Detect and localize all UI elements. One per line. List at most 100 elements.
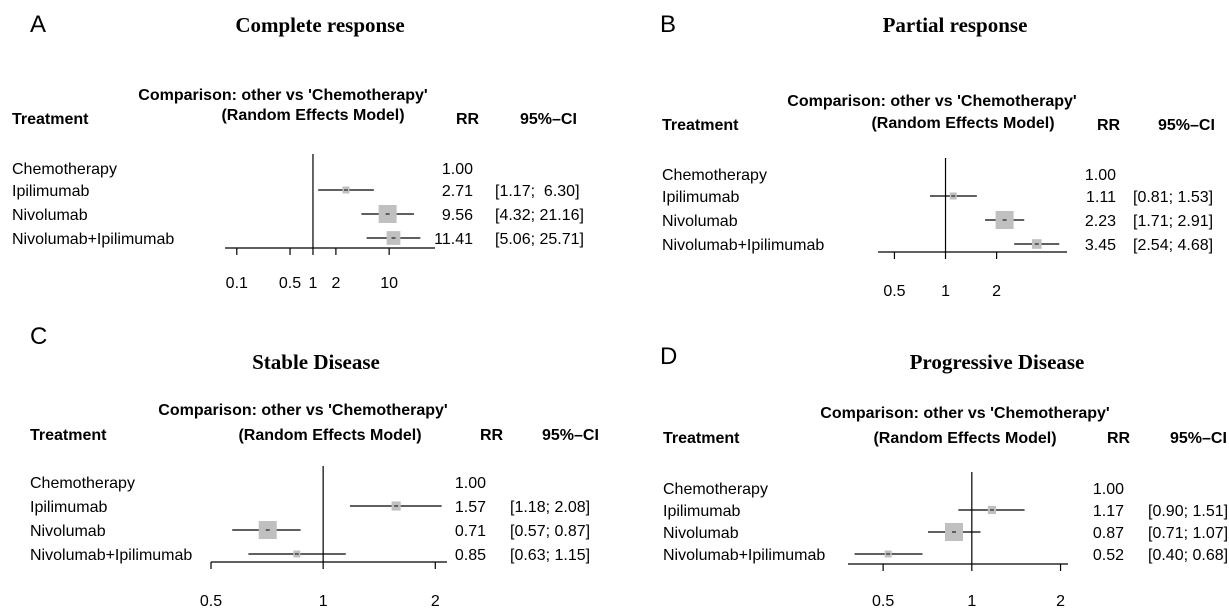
- treatment-label: Nivolumab+Ipilimumab: [12, 231, 174, 248]
- rr-value: 0.85: [455, 547, 486, 564]
- treatment-header: Treatment: [30, 427, 107, 444]
- panel-letter: B: [660, 11, 676, 38]
- rr-value: 9.56: [442, 207, 473, 224]
- rr-value: 11.41: [434, 231, 473, 248]
- forest-row: Ipilimumab 2.71 [1.17; 6.30]: [12, 183, 580, 200]
- treatment-label: Chemotherapy: [30, 475, 135, 492]
- model-label: (Random Effects Model): [238, 427, 421, 444]
- ci-value: [0.71; 1.07]: [1148, 525, 1228, 542]
- rr-value: 1.00: [1085, 167, 1116, 184]
- ci-value: [1.17; 6.30]: [495, 183, 580, 200]
- treatment-label: Nivolumab+Ipilimumab: [30, 547, 192, 564]
- forest-row: Nivolumab+Ipilimumab 3.45 [2.54; 4.68]: [662, 237, 1213, 254]
- x-tick-label: 2: [1056, 593, 1065, 610]
- treatment-label: Nivolumab+Ipilimumab: [663, 547, 825, 564]
- forest-row: Chemotherapy 1.00: [30, 475, 486, 492]
- forest-row: Nivolumab+Ipilimumab 0.52 [0.40; 0.68]: [663, 547, 1228, 564]
- panel-title: Progressive Disease: [910, 350, 1085, 374]
- rr-value: 3.45: [1085, 237, 1116, 254]
- treatment-label: Ipilimumab: [663, 503, 740, 520]
- ci-value: [1.18; 2.08]: [510, 499, 590, 516]
- treatment-label: Chemotherapy: [662, 167, 767, 184]
- forest-panel-d: D Progressive Disease Comparison: other vs…: [660, 343, 1228, 610]
- forest-row: Nivolumab+Ipilimumab 0.85 [0.63; 1.15]: [30, 547, 590, 564]
- forest-row: Nivolumab 2.23 [1.71; 2.91]: [662, 211, 1213, 230]
- treatment-label: Chemotherapy: [663, 481, 768, 498]
- treatment-label: Nivolumab: [30, 523, 106, 540]
- ci-value: [5.06; 25.71]: [495, 231, 584, 248]
- comparison-label: Comparison: other vs 'Chemotherapy': [820, 405, 1109, 422]
- forest-row: Chemotherapy 1.00: [12, 161, 473, 178]
- treatment-label: Nivolumab: [12, 207, 88, 224]
- rr-value: 2.23: [1085, 213, 1116, 230]
- ci-header: 95%–CI: [520, 111, 577, 128]
- x-tick-label: 0.5: [279, 275, 301, 292]
- rr-value: 1.17: [1093, 503, 1124, 520]
- comparison-label: Comparison: other vs 'Chemotherapy': [787, 93, 1076, 110]
- x-tick-label: 0.5: [200, 593, 222, 610]
- x-tick-label: 1: [319, 593, 328, 610]
- model-label: (Random Effects Model): [871, 115, 1054, 132]
- ci-value: [4.32; 21.16]: [495, 207, 584, 224]
- forest-panel-b: B Partial response Comparison: other vs 'C…: [660, 11, 1215, 300]
- comparison-label: Comparison: other vs 'Chemotherapy': [138, 87, 427, 104]
- panel-letter: D: [660, 343, 677, 370]
- rr-value: 1.11: [1086, 189, 1116, 206]
- forest-row: Nivolumab+Ipilimumab 11.41 [5.06; 25.71]: [12, 231, 584, 248]
- treatment-label: Chemotherapy: [12, 161, 117, 178]
- x-tick-label: 1: [941, 283, 950, 300]
- x-tick-label: 0.5: [872, 593, 894, 610]
- treatment-header: Treatment: [663, 430, 740, 447]
- forest-panel-c: C Stable Disease Comparison: other vs 'Che…: [30, 323, 599, 610]
- panel-letter: A: [30, 11, 46, 38]
- x-tick-label: 2: [331, 275, 340, 292]
- model-label: (Random Effects Model): [221, 107, 404, 124]
- ci-value: [2.54; 4.68]: [1133, 237, 1213, 254]
- rr-value: 1.57: [455, 499, 486, 516]
- rr-header: RR: [456, 111, 480, 128]
- treatment-label: Nivolumab: [662, 213, 738, 230]
- panel-title: Partial response: [883, 13, 1028, 37]
- treatment-label: Ipilimumab: [12, 183, 89, 200]
- treatment-label: Ipilimumab: [30, 499, 107, 516]
- ci-header: 95%–CI: [542, 427, 599, 444]
- rr-value: 1.00: [1093, 481, 1124, 498]
- rr-value: 0.71: [455, 523, 486, 540]
- rr-value: 0.87: [1093, 525, 1124, 542]
- x-tick-label: 2: [992, 283, 1001, 300]
- rr-value: 1.00: [442, 161, 473, 178]
- rr-value: 2.71: [442, 183, 473, 200]
- forest-row: Nivolumab 0.87 [0.71; 1.07]: [663, 523, 1228, 542]
- forest-row: Ipilimumab 1.11 [0.81; 1.53]: [662, 189, 1213, 206]
- treatment-header: Treatment: [12, 111, 89, 128]
- ci-value: [0.40; 0.68]: [1148, 547, 1228, 564]
- rr-value: 1.00: [455, 475, 486, 492]
- model-label: (Random Effects Model): [873, 430, 1056, 447]
- rr-header: RR: [1097, 117, 1121, 134]
- ci-value: [0.90; 1.51]: [1148, 503, 1228, 520]
- panel-title: Stable Disease: [252, 350, 380, 374]
- forest-row: Chemotherapy 1.00: [662, 167, 1116, 184]
- forest-row: Chemotherapy 1.00: [663, 481, 1124, 498]
- x-tick-label: 1: [309, 275, 318, 292]
- ci-value: [1.71; 2.91]: [1133, 213, 1213, 230]
- forest-panel-a: A Complete response Comparison: other vs '…: [12, 11, 584, 292]
- treatment-label: Nivolumab: [663, 525, 739, 542]
- panel-letter: C: [30, 323, 47, 350]
- forest-row: Ipilimumab 1.17 [0.90; 1.51]: [663, 503, 1228, 520]
- rr-header: RR: [1107, 430, 1131, 447]
- ci-value: [0.81; 1.53]: [1133, 189, 1213, 206]
- ci-value: [0.63; 1.15]: [510, 547, 590, 564]
- panel-title: Complete response: [235, 13, 404, 37]
- forest-row: Nivolumab 0.71 [0.57; 0.87]: [30, 521, 590, 540]
- x-tick-label: 1: [967, 593, 976, 610]
- x-tick-label: 2: [431, 593, 440, 610]
- ci-header: 95%–CI: [1170, 430, 1227, 447]
- ci-header: 95%–CI: [1158, 117, 1215, 134]
- forest-row: Nivolumab 9.56 [4.32; 21.16]: [12, 205, 584, 224]
- ci-value: [0.57; 0.87]: [510, 523, 590, 540]
- comparison-label: Comparison: other vs 'Chemotherapy': [158, 402, 447, 419]
- treatment-header: Treatment: [662, 117, 739, 134]
- forest-row: Ipilimumab 1.57 [1.18; 2.08]: [30, 499, 590, 516]
